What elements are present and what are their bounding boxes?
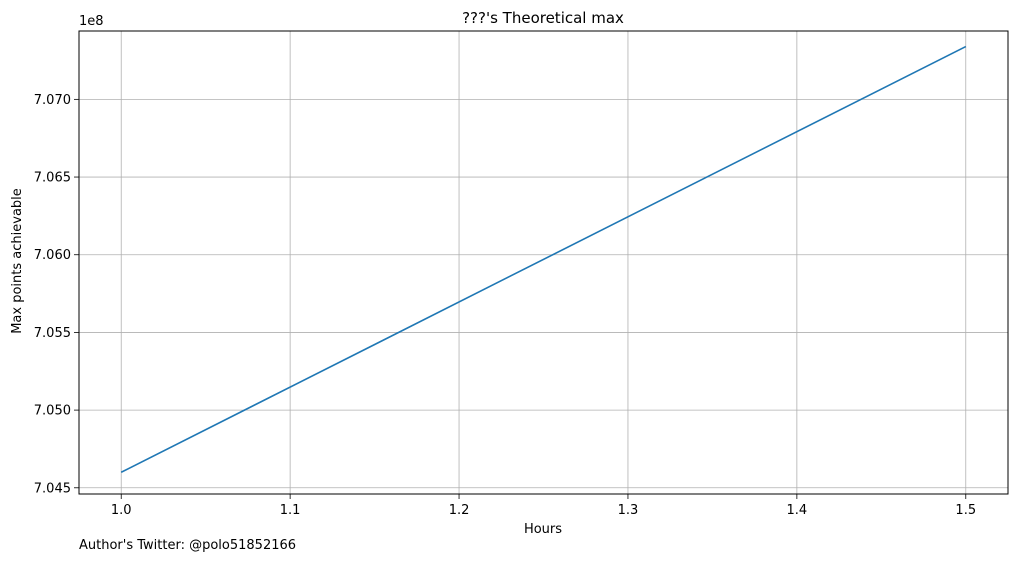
- chart-title: ???'s Theoretical max: [462, 9, 624, 27]
- y-axis-label: Max points achievable: [10, 188, 25, 334]
- series-layer: [120, 45, 967, 473]
- x-tick-label: 1.5: [955, 503, 976, 518]
- x-axis-ticks: 1.0 1.1 1.2 1.3 1.4 1.5: [111, 494, 976, 518]
- y-tick-label: 7.055: [34, 326, 71, 341]
- series-line: [120, 45, 967, 473]
- plot-frame: [78, 30, 1009, 495]
- x-tick-label: 1.4: [787, 503, 808, 518]
- x-tick-label: 1.2: [449, 503, 470, 518]
- x-axis-label: Hours: [524, 522, 562, 537]
- y-tick-label: 7.045: [34, 481, 71, 496]
- y-tick-label: 7.050: [34, 404, 71, 419]
- y-axis-ticks: 7.045 7.050 7.055 7.060 7.065 7.070: [34, 93, 79, 496]
- x-tick-label: 1.0: [111, 503, 132, 518]
- y-tick-label: 7.060: [34, 248, 71, 263]
- author-credit: Author's Twitter: @polo51852166: [79, 538, 297, 553]
- grid-lines: [79, 31, 1008, 494]
- y-tick-label: 7.070: [34, 93, 71, 108]
- x-tick-label: 1.3: [618, 503, 639, 518]
- x-tick-label: 1.1: [280, 503, 301, 518]
- y-axis-offset-label: 1e8: [79, 14, 104, 29]
- y-tick-label: 7.065: [34, 171, 71, 186]
